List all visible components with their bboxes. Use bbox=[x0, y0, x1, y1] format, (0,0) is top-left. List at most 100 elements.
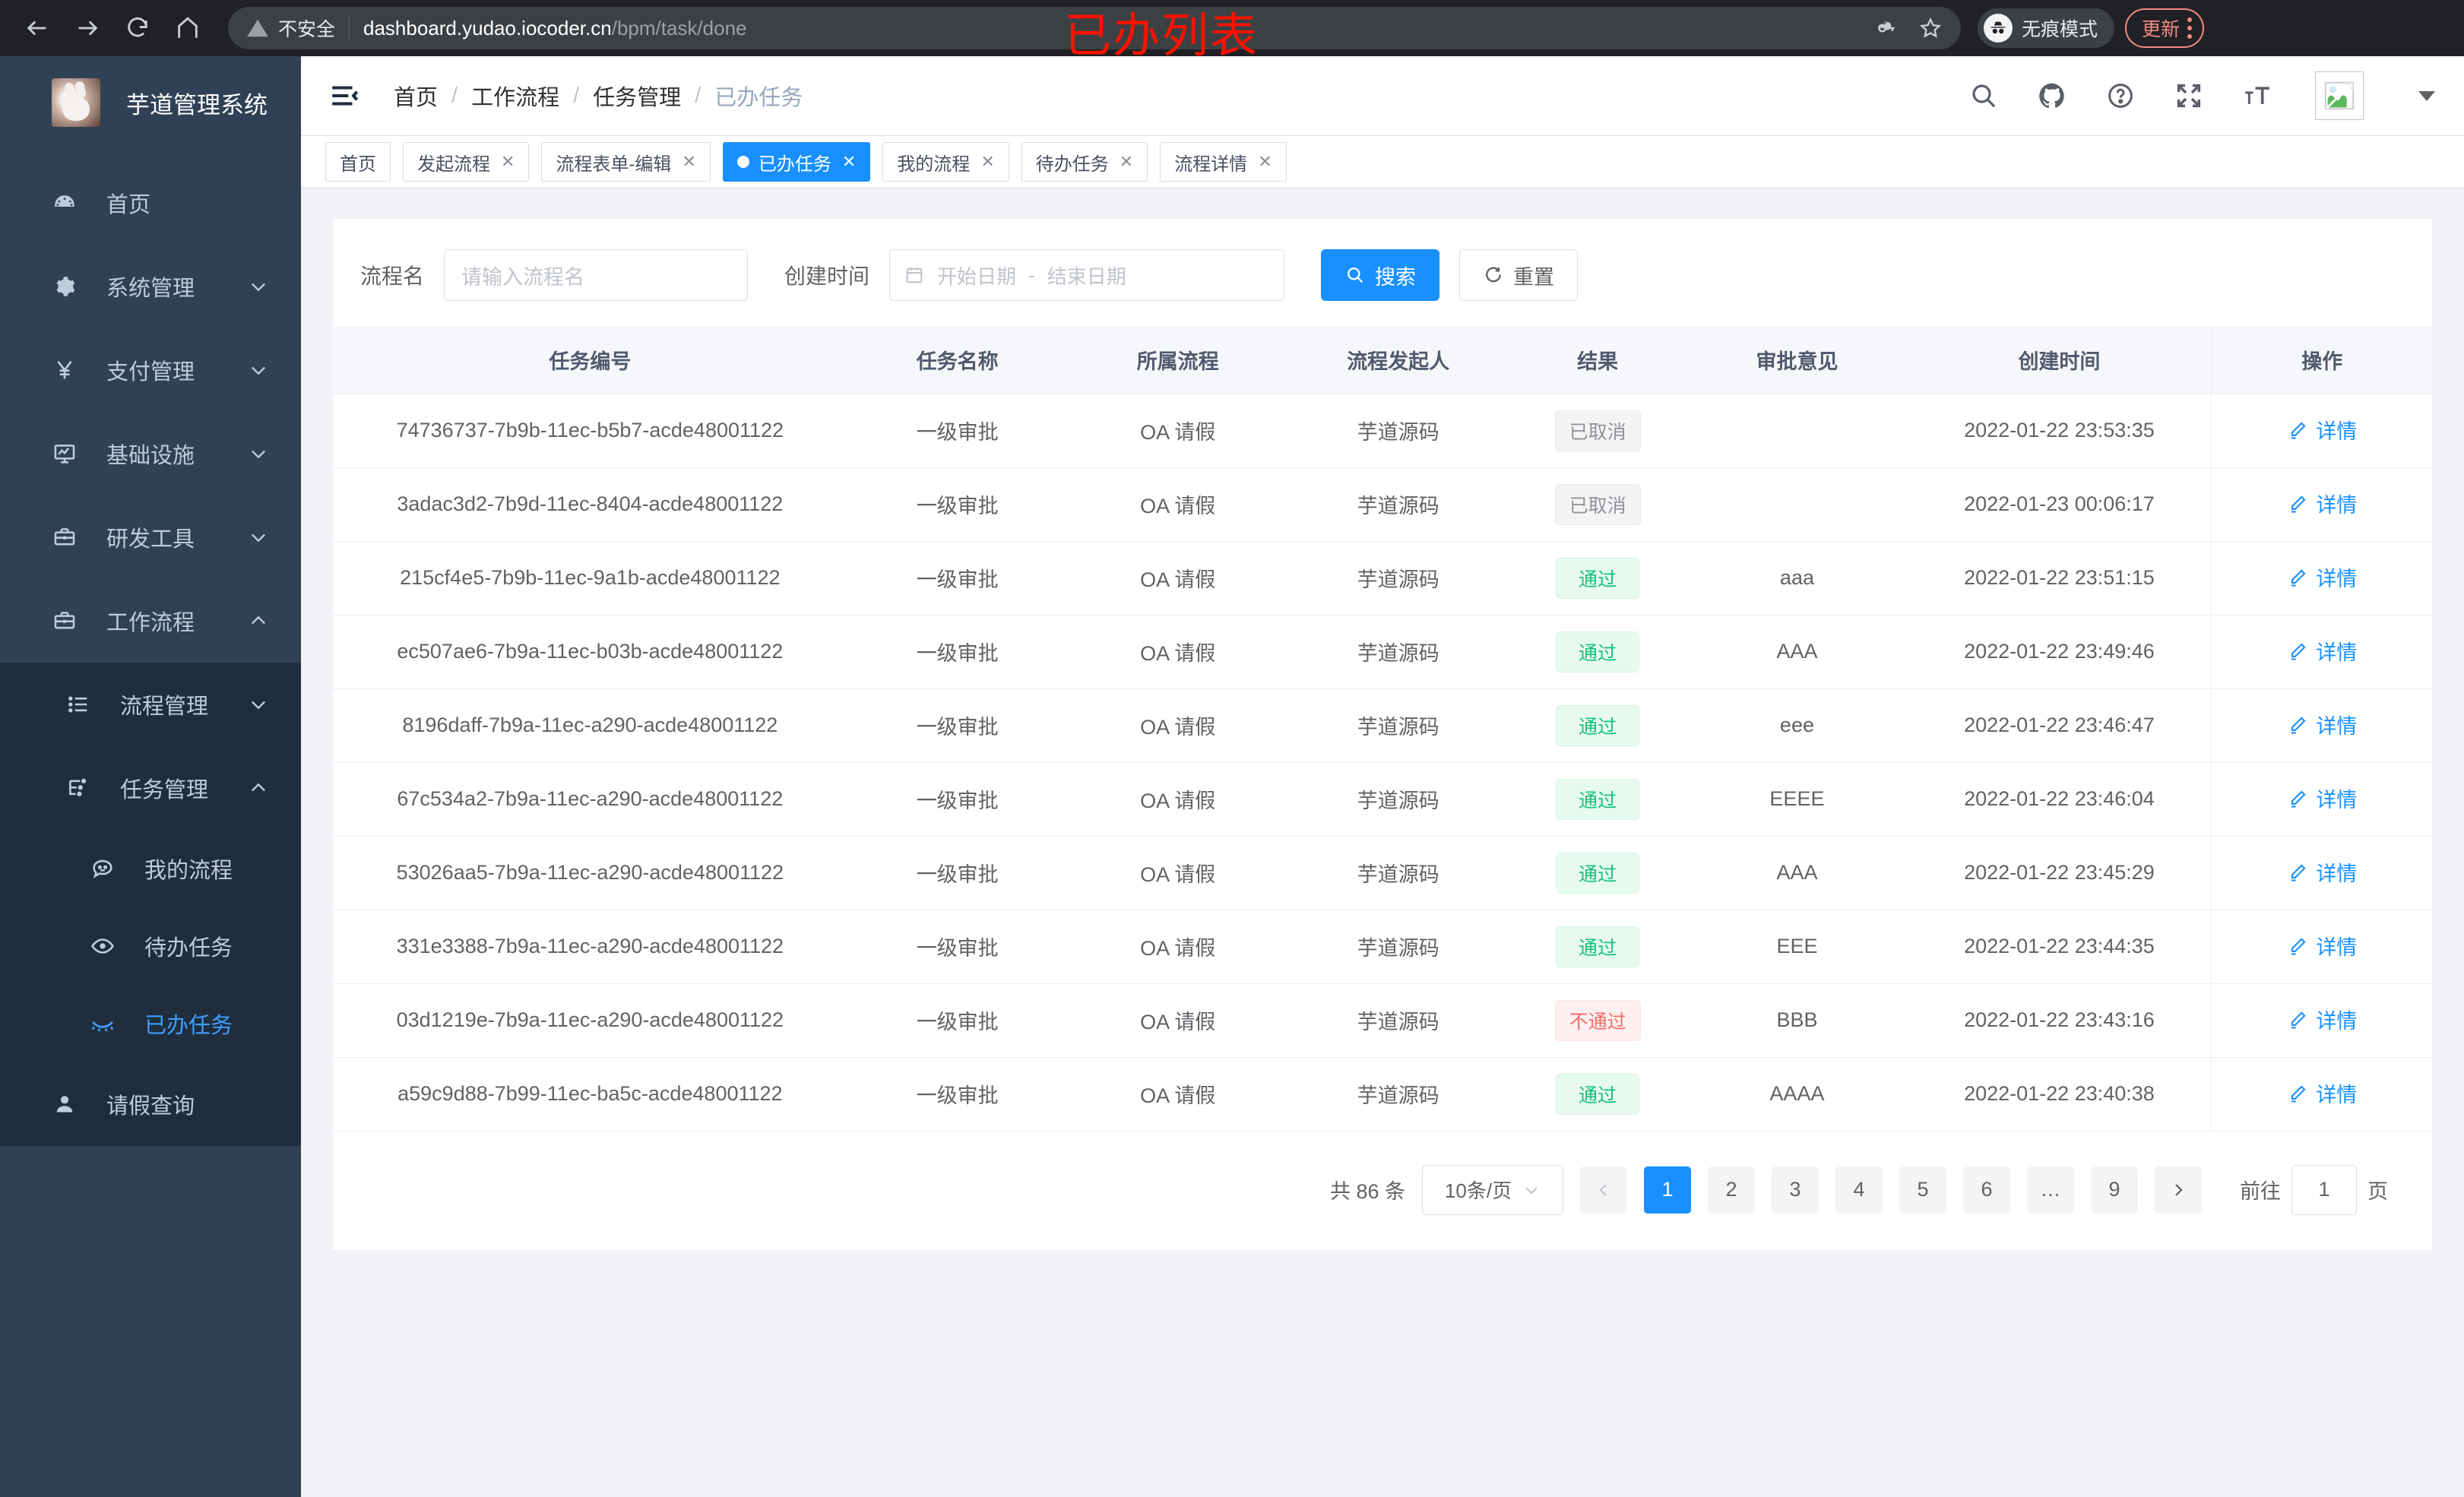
edit-pencil-icon bbox=[2291, 643, 2306, 660]
detail-button[interactable]: 详情 bbox=[2287, 931, 2357, 961]
detail-button[interactable]: 详情 bbox=[2287, 562, 2357, 592]
reload-button[interactable] bbox=[114, 5, 161, 52]
close-icon[interactable]: ✕ bbox=[501, 152, 515, 171]
search-icon[interactable] bbox=[1968, 81, 1999, 111]
key-icon[interactable] bbox=[1874, 16, 1899, 40]
sidebar-item-workflow[interactable]: 工作流程 bbox=[0, 579, 301, 663]
content-area: 流程名 请输入流程名 创建时间 开始日期 - 结束日期 bbox=[301, 188, 2464, 1497]
home-button[interactable] bbox=[164, 5, 211, 52]
star-icon[interactable] bbox=[1918, 16, 1943, 40]
sidebar-item-home[interactable]: 首页 bbox=[0, 161, 301, 245]
breadcrumb-separator: / bbox=[451, 83, 458, 108]
reload-icon bbox=[128, 17, 147, 37]
question-circle-icon[interactable] bbox=[2105, 81, 2136, 111]
sidebar-item-done-task[interactable]: 已办任务 bbox=[0, 985, 301, 1062]
status-badge: 通过 bbox=[1556, 704, 1640, 746]
address-bar[interactable]: 不安全 dashboard.yudao.iocoder.cn/bpm/task/… bbox=[228, 7, 1961, 49]
tab-my-process[interactable]: 我的流程 ✕ bbox=[882, 142, 1009, 182]
detail-button[interactable]: 详情 bbox=[2287, 636, 2357, 666]
sidebar-item-payment[interactable]: 支付管理 bbox=[0, 328, 301, 412]
detail-button[interactable]: 详情 bbox=[2287, 857, 2357, 887]
chevron-up-icon bbox=[248, 610, 269, 631]
cell-result: 已取消 bbox=[1508, 394, 1687, 468]
back-button[interactable] bbox=[14, 5, 61, 52]
close-icon[interactable]: ✕ bbox=[1119, 152, 1134, 171]
cell-initiator: 芋道源码 bbox=[1287, 836, 1509, 910]
warning-triangle-icon bbox=[247, 19, 268, 37]
chevron-down-icon[interactable] bbox=[2418, 90, 2435, 101]
close-icon[interactable]: ✕ bbox=[980, 152, 995, 171]
tab-done-task[interactable]: 已办任务 ✕ bbox=[722, 142, 871, 182]
sidebar-item-process-manage[interactable]: 流程管理 bbox=[0, 663, 301, 746]
breadcrumb-item[interactable]: 工作流程 bbox=[471, 86, 560, 110]
edit-pencil-icon bbox=[2291, 938, 2306, 955]
detail-button[interactable]: 详情 bbox=[2287, 783, 2357, 813]
cell-process: OA 请假 bbox=[1067, 394, 1288, 468]
breadcrumb-item[interactable]: 任务管理 bbox=[593, 86, 682, 110]
hamburger-icon[interactable] bbox=[328, 79, 362, 112]
detail-button[interactable]: 详情 bbox=[2287, 710, 2357, 739]
cell-result: 通过 bbox=[1508, 541, 1687, 616]
search-button[interactable]: 搜索 bbox=[1321, 249, 1440, 301]
cell-task-name: 一级审批 bbox=[847, 1057, 1068, 1131]
pagination-page-button[interactable]: 6 bbox=[1963, 1166, 2010, 1214]
tab-process-form-edit[interactable]: 流程表单-编辑 ✕ bbox=[541, 142, 711, 182]
reset-button[interactable]: 重置 bbox=[1459, 249, 1579, 301]
brand-header[interactable]: 芋道管理系统 bbox=[0, 56, 301, 149]
kebab-menu-icon[interactable] bbox=[2187, 17, 2193, 39]
pagination-page-button[interactable]: 5 bbox=[1899, 1166, 1946, 1214]
search-form: 流程名 请输入流程名 创建时间 开始日期 - 结束日期 bbox=[333, 219, 2432, 327]
font-size-icon[interactable] bbox=[2242, 81, 2272, 111]
tags-view: 首页 发起流程 ✕ 流程表单-编辑 ✕ 已办任务 ✕ 我的流程 ✕ 待办任务 ✕ bbox=[301, 135, 2464, 188]
close-icon[interactable]: ✕ bbox=[1258, 152, 1272, 171]
pagination-prev-button[interactable] bbox=[1580, 1166, 1627, 1214]
forward-button[interactable] bbox=[64, 5, 111, 52]
cell-operation: 详情 bbox=[2211, 615, 2432, 689]
sidebar-item-todo-task[interactable]: 待办任务 bbox=[0, 907, 301, 985]
update-button[interactable]: 更新 bbox=[2125, 8, 2205, 48]
pagination-page-button[interactable]: 9 bbox=[2091, 1166, 2138, 1214]
cell-result: 不通过 bbox=[1508, 983, 1687, 1058]
pagination-ellipsis[interactable]: … bbox=[2027, 1166, 2074, 1214]
pagination-page-button[interactable]: 4 bbox=[1835, 1166, 1883, 1214]
close-icon[interactable]: ✕ bbox=[682, 152, 696, 171]
edit-pencil-icon bbox=[2291, 790, 2306, 808]
tab-process-detail[interactable]: 流程详情 ✕ bbox=[1160, 142, 1287, 182]
fullscreen-icon[interactable] bbox=[2174, 81, 2204, 111]
pagination-page-button[interactable]: 3 bbox=[1772, 1166, 1819, 1214]
page-size-select[interactable]: 10条/页 bbox=[1422, 1164, 1563, 1215]
cell-operation: 详情 bbox=[2211, 910, 2432, 984]
avatar[interactable] bbox=[2315, 71, 2364, 120]
sidebar-item-task-manage[interactable]: 任务管理 bbox=[0, 746, 301, 830]
detail-button[interactable]: 详情 bbox=[2287, 415, 2357, 445]
sidebar-item-devtools[interactable]: 研发工具 bbox=[0, 495, 301, 579]
sidebar-item-label: 待办任务 bbox=[144, 936, 233, 961]
create-time-daterange[interactable]: 开始日期 - 结束日期 bbox=[889, 249, 1285, 301]
sidebar-menu: 首页 系统管理 支付管理 bbox=[0, 149, 301, 1146]
sidebar-item-system[interactable]: 系统管理 bbox=[0, 245, 301, 328]
detail-button[interactable]: 详情 bbox=[2287, 1078, 2357, 1108]
omnibox-actions bbox=[1874, 16, 1943, 40]
cell-task-name: 一级审批 bbox=[847, 836, 1068, 910]
cell-created-time: 2022-01-22 23:46:47 bbox=[1907, 688, 2212, 763]
close-icon[interactable]: ✕ bbox=[841, 152, 857, 171]
sidebar-item-leave-query[interactable]: 请假查询 bbox=[0, 1062, 301, 1146]
detail-button[interactable]: 详情 bbox=[2287, 489, 2357, 518]
tab-todo-task[interactable]: 待办任务 ✕ bbox=[1021, 142, 1148, 182]
github-icon[interactable] bbox=[2037, 81, 2067, 111]
pagination-page-button[interactable]: 1 bbox=[1644, 1166, 1691, 1214]
pagination-next-button[interactable] bbox=[2155, 1166, 2202, 1214]
detail-button[interactable]: 详情 bbox=[2287, 1005, 2357, 1034]
pagination-page-button[interactable]: 2 bbox=[1708, 1166, 1755, 1214]
cell-opinion: AAA bbox=[1686, 836, 1908, 910]
jump-input[interactable]: 1 bbox=[2291, 1164, 2357, 1215]
cell-task-name: 一级审批 bbox=[847, 615, 1068, 689]
breadcrumb-item[interactable]: 首页 bbox=[394, 86, 439, 110]
sidebar-item-infrastructure[interactable]: 基础设施 bbox=[0, 412, 301, 495]
process-name-input[interactable]: 请输入流程名 bbox=[444, 249, 749, 301]
cell-initiator: 芋道源码 bbox=[1287, 615, 1509, 689]
sidebar-item-my-process[interactable]: 我的流程 bbox=[0, 830, 301, 907]
tab-start-process[interactable]: 发起流程 ✕ bbox=[403, 142, 530, 182]
cell-task-id: a59c9d88-7b99-11ec-ba5c-acde48001122 bbox=[333, 1057, 847, 1131]
tab-home[interactable]: 首页 bbox=[325, 142, 391, 182]
